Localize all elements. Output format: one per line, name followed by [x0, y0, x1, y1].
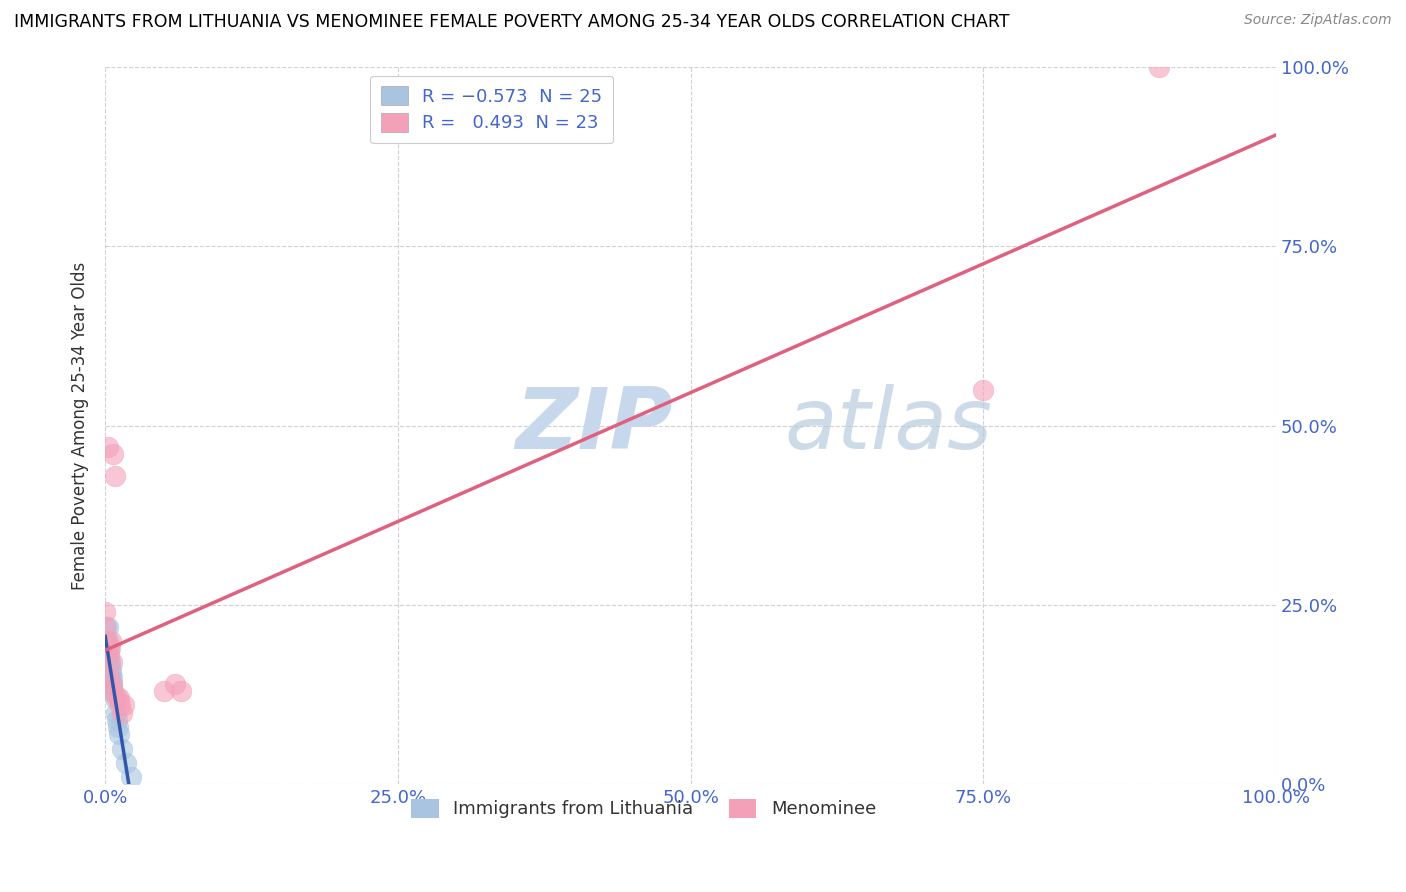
- Text: Source: ZipAtlas.com: Source: ZipAtlas.com: [1244, 13, 1392, 28]
- Point: [94, 605, 117, 619]
- Point: [152, 684, 174, 698]
- Point: [972, 383, 994, 397]
- Point: [97, 670, 120, 684]
- Point: [96, 440, 118, 454]
- Point: [101, 656, 124, 670]
- Point: [103, 447, 125, 461]
- Point: [100, 663, 122, 677]
- Point: [170, 684, 193, 698]
- Point: [96, 648, 118, 663]
- Point: [101, 677, 124, 691]
- Point: [115, 756, 138, 770]
- Point: [105, 713, 128, 727]
- Point: [96, 648, 118, 663]
- Point: [108, 691, 131, 706]
- Point: [101, 684, 124, 698]
- Point: [110, 706, 132, 720]
- Point: [165, 677, 187, 691]
- Point: [120, 770, 142, 784]
- Point: [1147, 60, 1170, 74]
- Point: [97, 656, 120, 670]
- Point: [103, 684, 125, 698]
- Legend: Immigrants from Lithuania, Menominee: Immigrants from Lithuania, Menominee: [405, 792, 883, 826]
- Point: [105, 691, 128, 706]
- Point: [96, 633, 118, 648]
- Point: [97, 641, 120, 656]
- Point: [110, 741, 132, 756]
- Text: IMMIGRANTS FROM LITHUANIA VS MENOMINEE FEMALE POVERTY AMONG 25-34 YEAR OLDS CORR: IMMIGRANTS FROM LITHUANIA VS MENOMINEE F…: [14, 13, 1010, 31]
- Point: [101, 670, 124, 684]
- Point: [107, 720, 129, 734]
- Point: [100, 677, 122, 691]
- Point: [103, 691, 125, 706]
- Point: [98, 663, 121, 677]
- Point: [94, 619, 117, 633]
- Point: [112, 698, 135, 713]
- Point: [104, 706, 127, 720]
- Point: [96, 619, 118, 633]
- Point: [96, 633, 118, 648]
- Point: [110, 698, 132, 713]
- Point: [108, 727, 131, 741]
- Point: [103, 468, 125, 483]
- Y-axis label: Female Poverty Among 25-34 Year Olds: Female Poverty Among 25-34 Year Olds: [72, 261, 89, 590]
- Point: [98, 641, 121, 656]
- Point: [100, 670, 122, 684]
- Point: [97, 648, 120, 663]
- Point: [101, 677, 124, 691]
- Point: [98, 656, 121, 670]
- Text: atlas: atlas: [785, 384, 993, 467]
- Point: [94, 648, 117, 663]
- Point: [100, 633, 122, 648]
- Point: [96, 619, 118, 633]
- Text: ZIP: ZIP: [515, 384, 672, 467]
- Point: [96, 633, 118, 648]
